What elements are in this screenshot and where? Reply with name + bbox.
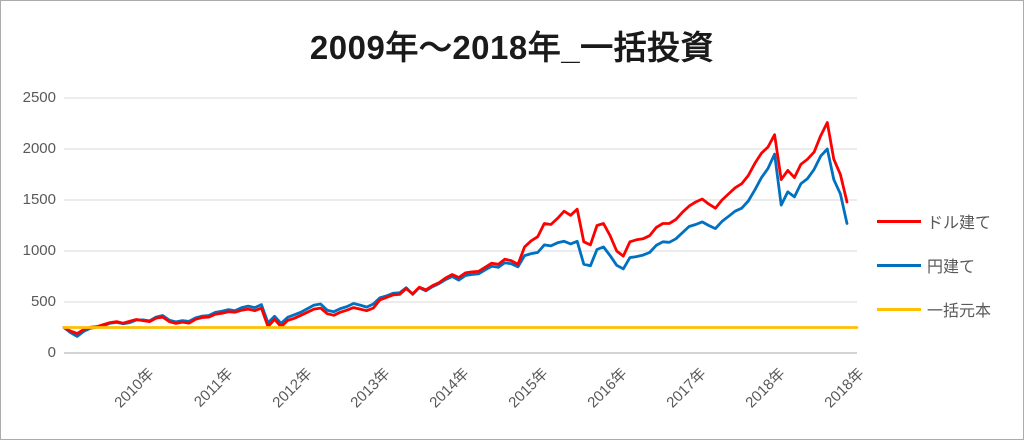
y-tick-label: 2000 xyxy=(22,140,56,157)
legend: ドル建て円建て一括元本 xyxy=(877,209,991,321)
y-tick-label: 1500 xyxy=(22,191,56,208)
legend-item-principal: 一括元本 xyxy=(877,297,991,321)
legend-label: 一括元本 xyxy=(927,303,992,320)
y-tick-label: 2500 xyxy=(22,89,56,106)
y-tick-label: 500 xyxy=(30,293,56,310)
chart-title: 2009年〜2018年_一括投資 xyxy=(309,29,715,66)
series-line-jpy xyxy=(62,147,849,338)
series-line-usd xyxy=(62,121,849,336)
legend-swatch-principal xyxy=(877,307,921,311)
y-tick-label: 1000 xyxy=(22,242,56,259)
legend-swatch-jpy xyxy=(877,263,921,267)
legend-item-jpy: 円建て xyxy=(877,253,991,277)
y-tick-label: 0 xyxy=(47,344,56,361)
legend-label: ドル建て xyxy=(927,215,992,232)
legend-swatch-usd xyxy=(877,219,921,223)
legend-label: 円建て xyxy=(927,259,976,276)
legend-item-usd: ドル建て xyxy=(877,209,991,233)
